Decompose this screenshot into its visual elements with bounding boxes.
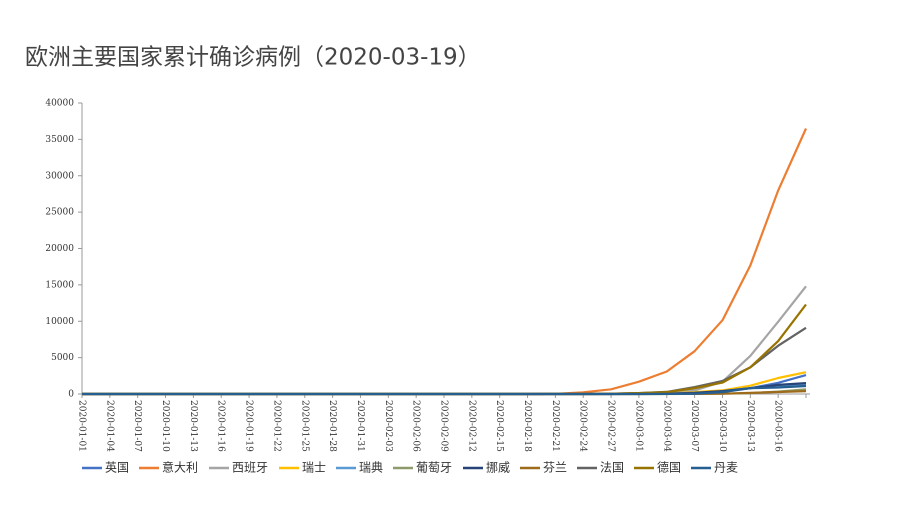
y-tick-label: 30000 <box>45 171 74 181</box>
x-tick-label: 2020-02-09 <box>439 400 449 452</box>
legend-label: 芬兰 <box>543 461 567 475</box>
y-tick-label: 5000 <box>51 353 74 363</box>
x-tick-label: 2020-01-22 <box>271 400 281 452</box>
x-tick-label: 2020-03-16 <box>773 400 783 452</box>
x-tick-label: 2020-02-21 <box>550 400 560 452</box>
x-tick-label: 2020-03-13 <box>745 400 755 452</box>
legend-label: 法国 <box>600 461 624 475</box>
x-tick-label: 2020-01-31 <box>355 400 365 452</box>
y-tick-label: 10000 <box>45 317 74 327</box>
x-tick-label: 2020-02-12 <box>466 400 476 452</box>
x-tick-label: 2020-03-01 <box>633 400 643 452</box>
y-tick-label: 40000 <box>45 99 74 109</box>
x-tick-label: 2020-02-24 <box>578 400 588 452</box>
x-tick-label: 2020-01-28 <box>327 400 337 452</box>
y-tick-label: 35000 <box>45 135 74 145</box>
legend-label: 意大利 <box>162 460 198 475</box>
y-tick-label: 20000 <box>45 244 74 254</box>
x-tick-label: 2020-01-01 <box>77 400 87 452</box>
x-tick-label: 2020-01-19 <box>244 400 254 452</box>
x-tick-label: 2020-02-18 <box>522 400 532 452</box>
y-tick-label: 25000 <box>45 208 74 218</box>
x-tick-label: 2020-02-15 <box>494 400 504 452</box>
x-tick-label: 2020-03-04 <box>661 400 671 452</box>
x-tick-label: 2020-02-06 <box>411 400 421 452</box>
x-tick-label: 2020-02-03 <box>383 400 393 452</box>
legend-label: 英国 <box>105 461 129 475</box>
x-tick-label: 2020-01-13 <box>188 400 198 452</box>
legend-label: 德国 <box>657 460 681 475</box>
x-tick-label: 2020-01-04 <box>104 400 114 452</box>
x-tick-label: 2020-01-07 <box>132 400 142 452</box>
chart-title: 欧洲主要国家累计确诊病例（2020-03-19） <box>25 45 481 71</box>
x-tick-label: 2020-01-25 <box>299 400 309 452</box>
x-tick-label: 2020-02-27 <box>606 400 616 452</box>
legend-label: 葡萄牙 <box>416 461 452 475</box>
x-tick-label: 2020-03-07 <box>689 400 699 452</box>
legend-label: 瑞典 <box>359 461 383 475</box>
x-tick-label: 2020-03-10 <box>717 400 727 452</box>
legend-label: 挪威 <box>486 461 510 475</box>
y-tick-label: 15000 <box>45 280 74 290</box>
series-line <box>82 384 807 396</box>
legend-label: 西班牙 <box>232 461 268 475</box>
legend-label: 丹麦 <box>714 461 738 475</box>
x-tick-label: 2020-01-10 <box>160 400 170 452</box>
x-tick-label: 2020-01-16 <box>216 400 226 452</box>
y-tick-label: 0 <box>68 390 74 400</box>
legend-label: 瑞士 <box>302 461 326 475</box>
